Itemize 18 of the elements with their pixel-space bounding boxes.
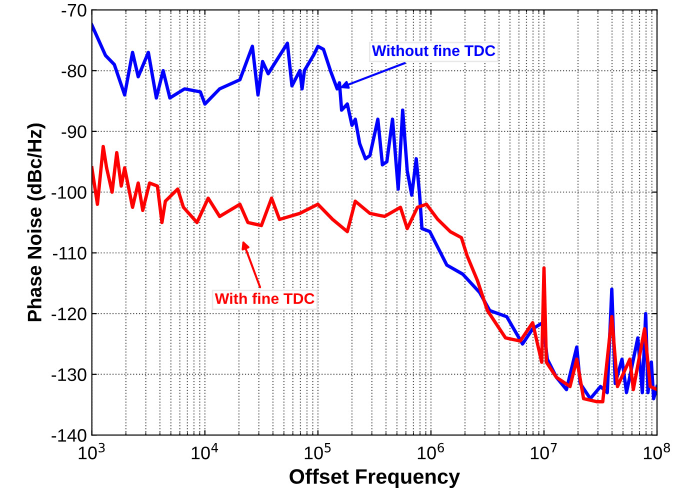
x-tick-label: 10$^{7}$: [530, 443, 557, 460]
y-tick-label: -130: [52, 368, 86, 382]
x-tick-label: 10$^{8}$: [644, 442, 670, 460]
y-tick-label: -110: [53, 246, 86, 260]
y-tick-label: -80: [62, 64, 86, 78]
x-tick-label: 10$^{3}$: [78, 442, 105, 460]
y-tick-label: -140: [52, 429, 86, 442]
y-tick-label: -70: [62, 4, 86, 17]
x-tick-label: 10$^{5}$: [304, 443, 331, 460]
x-tick-label: 10$^{6}$: [418, 442, 444, 460]
y-tick-label: -90: [62, 125, 86, 138]
x-tick-label: 10$^{4}$: [192, 443, 218, 460]
annotation: Without fine TDC: [372, 44, 496, 56]
y-tick-label: -100: [52, 186, 86, 199]
y-tick-label: -120: [52, 308, 86, 320]
x-axis-title: Offset Frequency: [290, 468, 460, 488]
y-axis-title: Phase Noise (dBc/Hz): [27, 124, 46, 322]
annotation: With fine TDC: [214, 292, 314, 304]
